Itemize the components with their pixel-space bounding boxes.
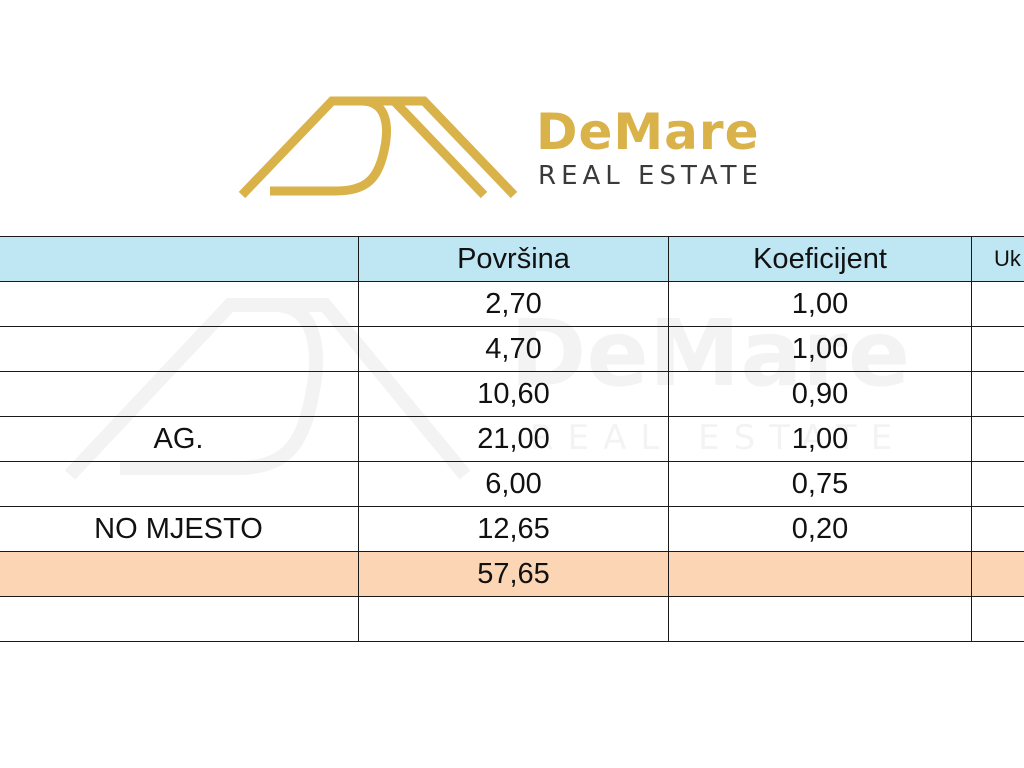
room-name [0, 371, 359, 417]
total-name [0, 551, 359, 597]
room-total [971, 281, 1024, 327]
total-area: 57,65 [358, 551, 669, 597]
room-name: AG. [0, 416, 359, 462]
room-coefficient: 1,00 [668, 281, 972, 327]
area-table: Površina Koeficijent Uk 2,70 1,00 4,70 1… [0, 236, 1024, 642]
room-coefficient: 1,00 [668, 326, 972, 372]
room-area: 2,70 [358, 281, 669, 327]
room-coefficient: 0,20 [668, 506, 972, 552]
room-name [0, 461, 359, 507]
room-area: 12,65 [358, 506, 669, 552]
room-name: NO MJESTO [0, 506, 359, 552]
brand-logo: DeMare REAL ESTATE [236, 95, 816, 205]
table-total-row: 57,65 [0, 551, 1024, 597]
table-row: 2,70 1,00 [0, 281, 1024, 327]
table-row: 10,60 0,90 [0, 371, 1024, 417]
room-coefficient: 0,90 [668, 371, 972, 417]
header-area: Površina [358, 236, 669, 282]
room-area: 6,00 [358, 461, 669, 507]
table-row: 6,00 0,75 [0, 461, 1024, 507]
table-row: 4,70 1,00 [0, 326, 1024, 372]
header-total: Uk [971, 236, 1024, 282]
brand-name: DeMare [536, 103, 760, 161]
room-total [971, 326, 1024, 372]
total-coefficient [668, 551, 972, 597]
header-coefficient: Koeficijent [668, 236, 972, 282]
room-total [971, 416, 1024, 462]
brand-tagline: REAL ESTATE [538, 161, 763, 191]
stub-cell [358, 596, 669, 642]
table-row: NO MJESTO 12,65 0,20 [0, 506, 1024, 552]
room-total [971, 461, 1024, 507]
room-name [0, 326, 359, 372]
room-area: 10,60 [358, 371, 669, 417]
stub-cell [971, 596, 1024, 642]
total-total [971, 551, 1024, 597]
room-area: 4,70 [358, 326, 669, 372]
header-name [0, 236, 359, 282]
room-name [0, 281, 359, 327]
room-total [971, 371, 1024, 417]
room-total [971, 506, 1024, 552]
stub-cell [668, 596, 972, 642]
stub-cell [0, 596, 359, 642]
room-coefficient: 1,00 [668, 416, 972, 462]
table-header-row: Površina Koeficijent Uk [0, 236, 1024, 282]
room-coefficient: 0,75 [668, 461, 972, 507]
room-area: 21,00 [358, 416, 669, 462]
table-stub-row [0, 596, 1024, 642]
mountain-roof-logo-icon [238, 96, 518, 199]
table-row: AG. 21,00 1,00 [0, 416, 1024, 462]
